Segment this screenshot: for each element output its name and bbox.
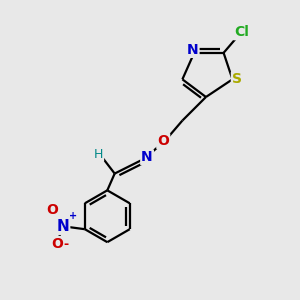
Text: S: S — [232, 72, 242, 86]
Text: N: N — [56, 219, 69, 234]
Text: O: O — [46, 203, 58, 217]
Text: N: N — [141, 150, 153, 164]
Text: H: H — [94, 148, 103, 161]
Text: O: O — [51, 237, 63, 251]
Text: +: + — [69, 211, 77, 221]
Text: O: O — [157, 134, 169, 148]
Text: N: N — [187, 43, 199, 57]
Text: -: - — [63, 238, 68, 251]
Text: Cl: Cl — [234, 25, 249, 39]
